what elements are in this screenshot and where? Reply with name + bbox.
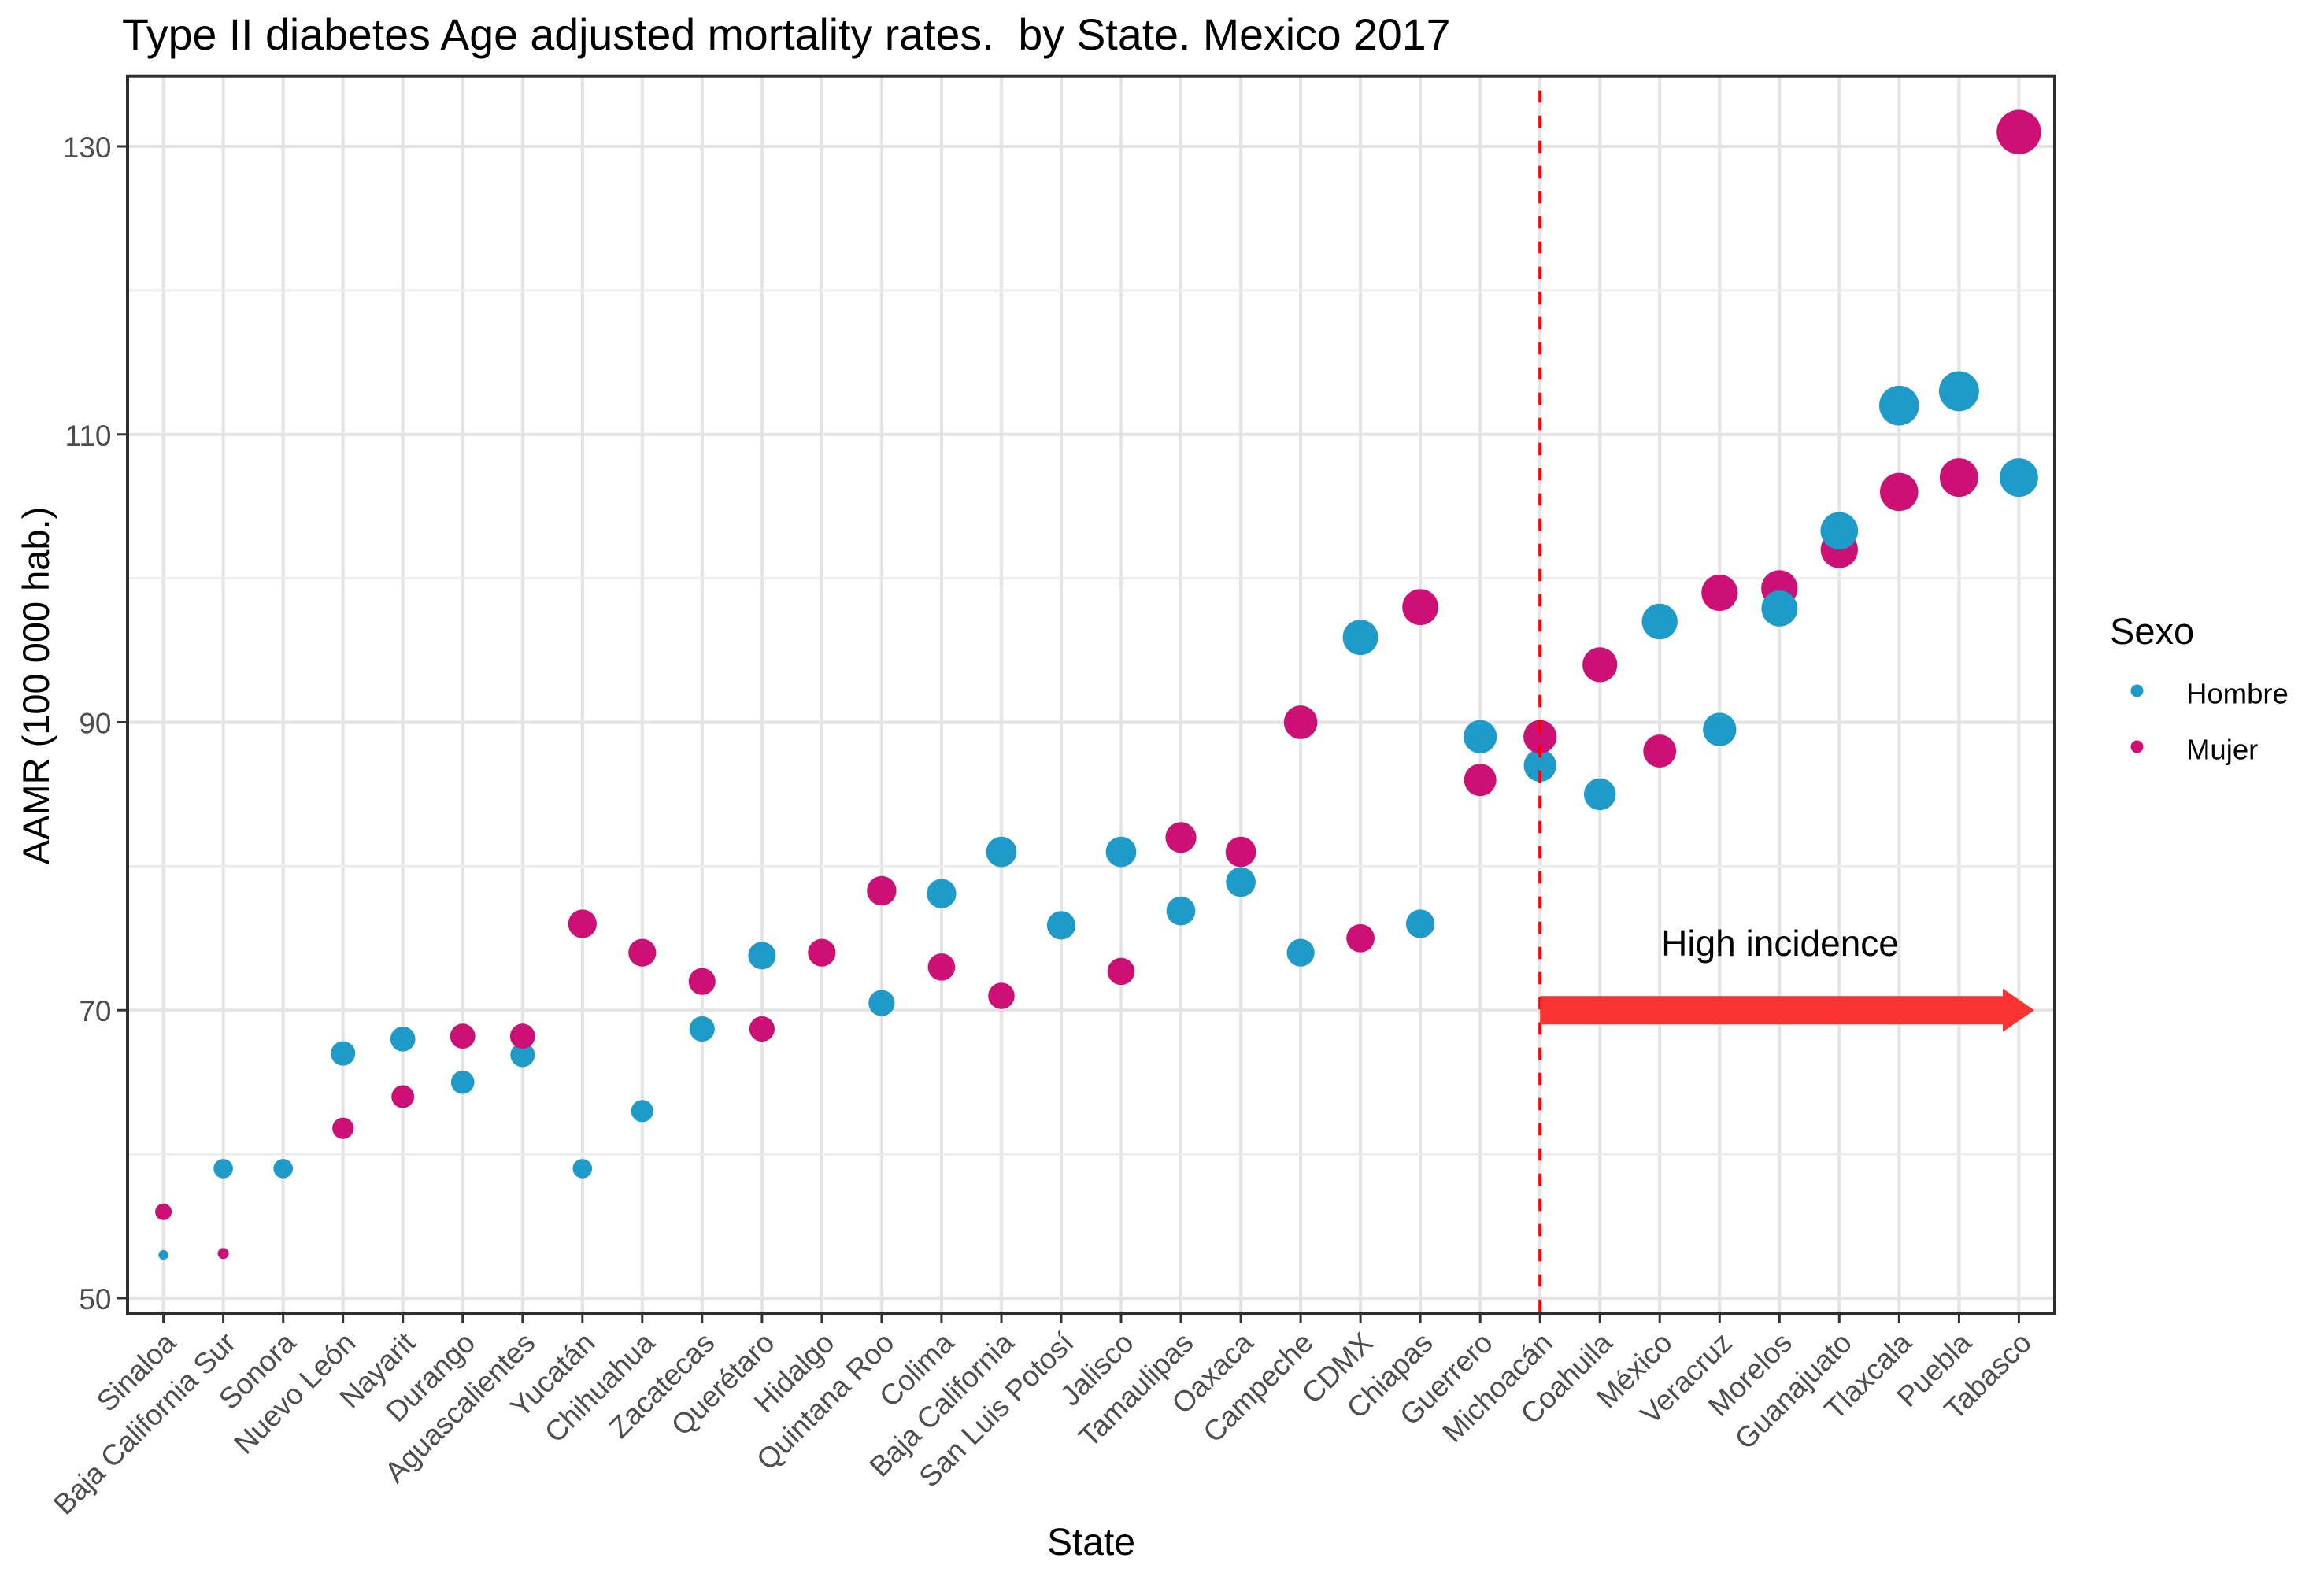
svg-text:Type II diabetes Age adjusted: Type II diabetes Age adjusted mortality … bbox=[122, 10, 1451, 59]
svg-text:Mujer: Mujer bbox=[2186, 734, 2258, 766]
svg-text:110: 110 bbox=[65, 420, 112, 452]
svg-text:50: 50 bbox=[79, 1283, 111, 1315]
svg-text:130: 130 bbox=[63, 131, 112, 164]
svg-text:70: 70 bbox=[79, 995, 111, 1027]
svg-text:Hombre: Hombre bbox=[2186, 678, 2289, 710]
svg-text:High incidence: High incidence bbox=[1661, 923, 1899, 964]
svg-text:State: State bbox=[1047, 1522, 1135, 1563]
svg-text:AAMR (100 000 hab.): AAMR (100 000 hab.) bbox=[15, 507, 57, 865]
svg-text:Sexo: Sexo bbox=[2110, 610, 2194, 652]
svg-text:90: 90 bbox=[79, 708, 111, 740]
